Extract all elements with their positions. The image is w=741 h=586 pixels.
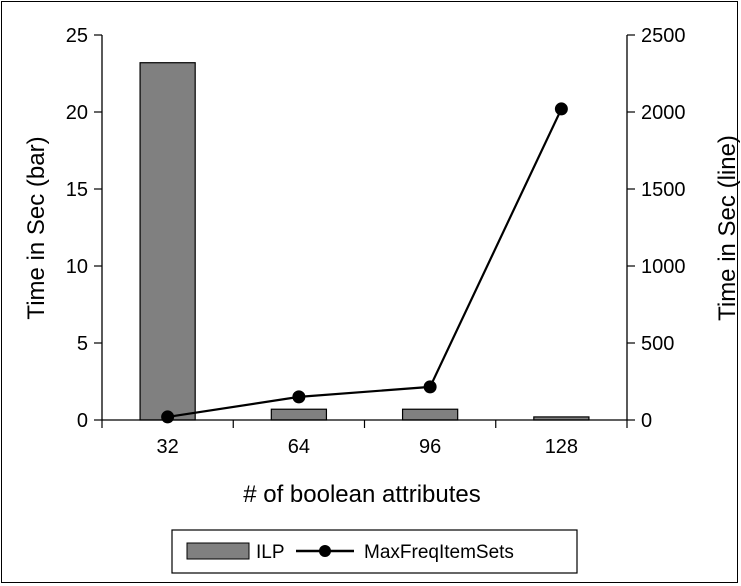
legend-label-maxfreqitemsets: MaxFreqItemSets xyxy=(364,542,514,563)
y-axis-right-label: Time in Sec (line) xyxy=(714,135,741,321)
y-left-tick-label: 0 xyxy=(77,410,88,432)
x-tick-label: 32 xyxy=(157,436,179,458)
y-right-tick-label: 500 xyxy=(641,333,674,355)
y-left-tick-label: 15 xyxy=(66,179,88,201)
legend-marker-maxfreqitemsets xyxy=(319,545,331,557)
legend-label-ilp: ILP xyxy=(256,542,285,563)
y-right-tick-label: 1000 xyxy=(641,256,686,278)
y-left-tick-label: 20 xyxy=(66,102,88,124)
bar-ilp-64 xyxy=(270,408,328,421)
point-maxfreqitemsets-128 xyxy=(554,102,568,116)
x-axis-label: # of boolean attributes xyxy=(243,481,481,508)
bar-ilp-96 xyxy=(401,408,459,421)
plot-area: 0 5 10 15 20 25 0 500 1000 1500 2000 2500 32 64 96 128 xyxy=(66,25,686,458)
x-tick-label: 64 xyxy=(288,436,310,458)
point-maxfreqitemsets-32 xyxy=(161,410,175,424)
y-left-tick-label: 25 xyxy=(66,25,88,47)
point-maxfreqitemsets-64 xyxy=(292,390,306,404)
legend-swatch-ilp xyxy=(186,542,250,560)
point-maxfreqitemsets-96 xyxy=(423,380,437,394)
x-tick-label: 96 xyxy=(419,436,441,458)
y-right-tick-label: 2000 xyxy=(641,102,686,124)
y-right-tick-label: 2500 xyxy=(641,25,686,47)
bar-ilp-32 xyxy=(139,62,196,421)
y-axis-left-label: Time in Sec (bar) xyxy=(23,136,50,319)
y-right-tick-label: 0 xyxy=(641,410,652,432)
x-tick-label: 128 xyxy=(545,436,578,458)
line-maxfreqitemsets xyxy=(167,108,563,419)
y-right-tick-label: 1500 xyxy=(641,179,686,201)
y-left-tick-label: 5 xyxy=(77,333,88,355)
y-left-tick-label: 10 xyxy=(66,256,88,278)
